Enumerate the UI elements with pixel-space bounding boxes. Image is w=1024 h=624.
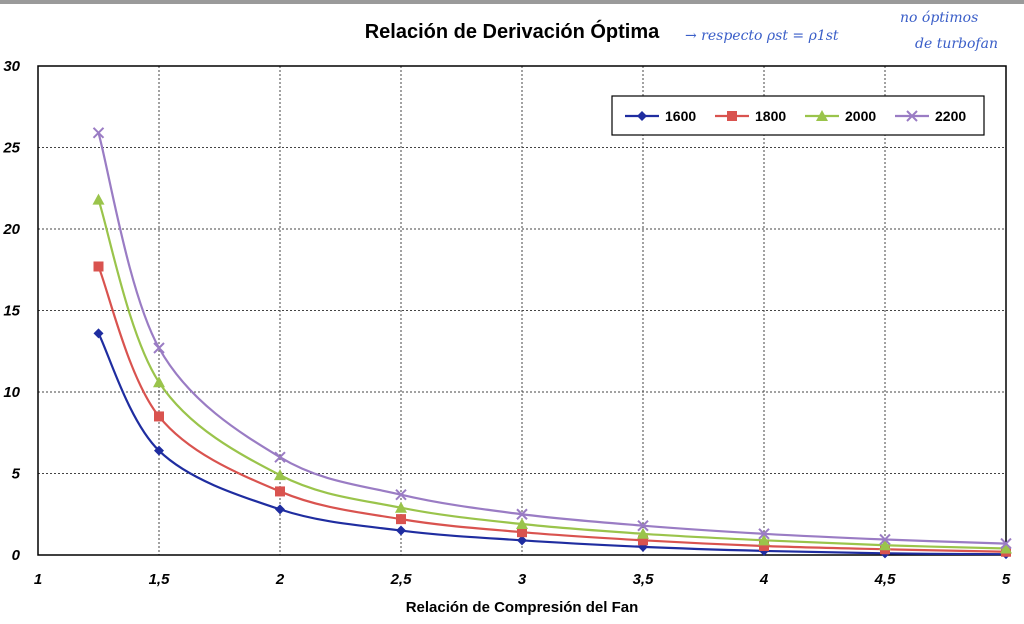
top-border xyxy=(0,0,1024,4)
legend-marker-1600 xyxy=(637,111,647,121)
legend-label-1600: 1600 xyxy=(665,108,696,124)
y-tick-label: 20 xyxy=(2,221,20,238)
data-point-2200 xyxy=(395,488,407,501)
data-point-2000 xyxy=(879,539,891,551)
data-point-2200 xyxy=(1000,537,1012,550)
data-point-2200 xyxy=(516,508,528,520)
data-point-2000 xyxy=(153,376,165,388)
x-tick-label: 4,5 xyxy=(874,571,897,588)
data-point-2000 xyxy=(274,469,286,481)
series-layer xyxy=(92,127,1012,560)
data-point-2000 xyxy=(637,527,649,539)
series-line-2000 xyxy=(97,199,1007,550)
x-tick-label: 1 xyxy=(34,571,42,588)
data-point-2000 xyxy=(516,518,528,530)
legend-label-2200: 2200 xyxy=(935,108,966,124)
x-tick-label: 3,5 xyxy=(633,571,655,588)
series-line-2200 xyxy=(97,132,1007,545)
legend-label-1800: 1800 xyxy=(755,108,786,124)
data-point-2000 xyxy=(1000,542,1012,554)
data-point-1600 xyxy=(93,328,104,339)
data-point-1800 xyxy=(396,514,406,525)
data-point-1800 xyxy=(154,411,164,422)
y-tick-labels: 0 5 10 15 20 25 30 xyxy=(2,58,20,564)
legend: 1600 1800 2000 2200 xyxy=(611,95,985,136)
data-point-1600 xyxy=(275,504,285,515)
data-point-1800 xyxy=(93,261,104,272)
legend-marker-1800 xyxy=(727,111,737,121)
y-tick-label: 5 xyxy=(12,466,21,483)
x-tick-label: 2,5 xyxy=(390,571,413,588)
data-point-1800 xyxy=(517,527,527,538)
chart-title: Relación de Derivación Óptima xyxy=(365,19,660,43)
data-point-1800 xyxy=(638,535,648,546)
data-point-2200 xyxy=(879,533,891,546)
series-2000 xyxy=(92,193,1012,554)
x-tick-label: 1,5 xyxy=(149,571,171,588)
handwritten-note-2: no óptimos xyxy=(900,10,978,26)
x-tick-label: 3 xyxy=(518,571,527,588)
y-tick-label: 30 xyxy=(3,58,20,75)
legend-marker-2200 xyxy=(906,110,918,122)
data-point-2200 xyxy=(637,519,649,532)
x-tick-label: 5 xyxy=(1002,571,1011,588)
y-tick-label: 15 xyxy=(3,303,20,320)
data-point-1600 xyxy=(154,445,164,456)
x-axis-label: Relación de Compresión del Fan xyxy=(406,599,639,616)
data-point-2200 xyxy=(92,127,105,139)
legend-marker-2000 xyxy=(816,110,828,121)
x-tick-label: 4 xyxy=(759,571,769,588)
y-tick-label: 0 xyxy=(12,547,21,564)
data-point-2000 xyxy=(758,534,770,546)
handwritten-note-3: de turbofan xyxy=(915,36,998,52)
data-point-2200 xyxy=(758,528,770,540)
data-point-1600 xyxy=(396,525,406,536)
data-point-1600 xyxy=(517,535,527,546)
data-point-1800 xyxy=(759,541,769,552)
handwritten-note-1: → respecto ρst = ρ1st xyxy=(685,28,839,44)
data-point-2000 xyxy=(395,501,407,513)
x-tick-labels: 1 1,5 2 2,5 3 3,5 4 4,5 5 xyxy=(34,571,1011,588)
plot-area xyxy=(37,65,1007,556)
data-point-2000 xyxy=(92,193,105,205)
data-point-1800 xyxy=(275,486,285,497)
x-tick-label: 2 xyxy=(275,571,285,588)
data-point-2200 xyxy=(153,342,165,354)
y-tick-label: 10 xyxy=(3,384,20,401)
data-point-2200 xyxy=(274,451,286,463)
y-tick-label: 25 xyxy=(2,140,20,157)
series-2200 xyxy=(92,127,1012,550)
legend-label-2000: 2000 xyxy=(845,108,876,124)
grid xyxy=(38,66,1006,555)
